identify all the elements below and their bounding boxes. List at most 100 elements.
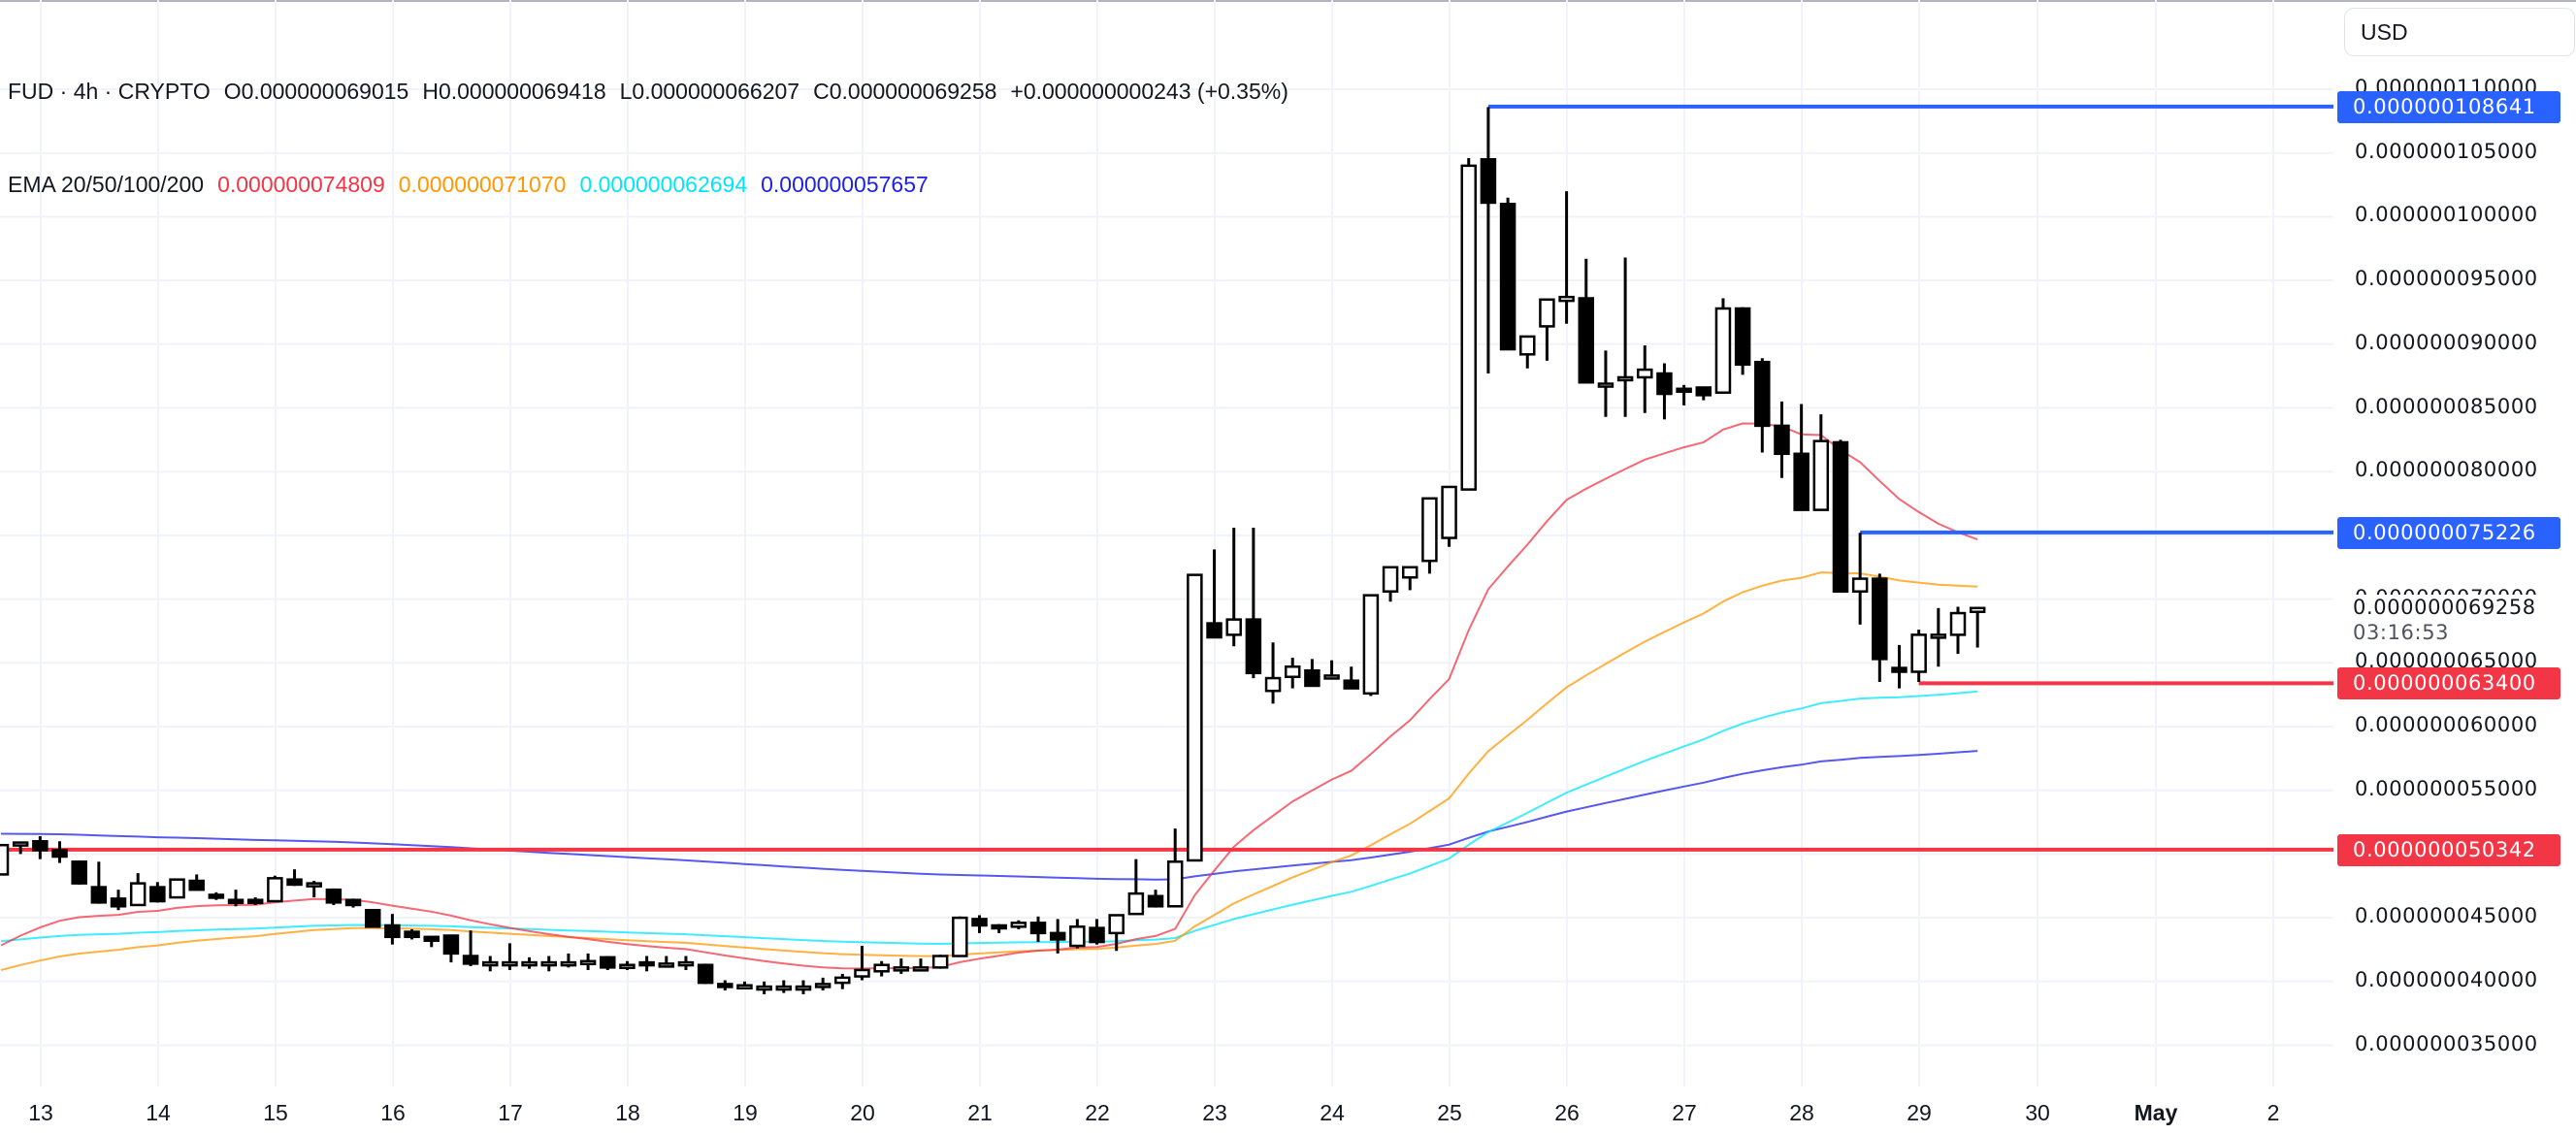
low-value: L0.000000066207 [619, 79, 800, 104]
candle-up [482, 960, 499, 967]
price-tick-label: 0.000000090000 [2355, 330, 2538, 354]
price-tick-label: 0.000000080000 [2355, 458, 2538, 482]
time-tick-label: 24 [1320, 1100, 1345, 1125]
resistance-high-price-tag: 0.000000108641 [2337, 90, 2560, 123]
price-tick-label: 0.000000085000 [2355, 394, 2538, 418]
candle-up [1264, 676, 1282, 693]
candle-up [619, 963, 636, 969]
candle-down [1774, 424, 1790, 456]
ema20-line [0, 422, 1978, 970]
candle-down [1578, 297, 1595, 384]
price-tick-label: 0.000000035000 [2355, 1031, 2538, 1055]
candle-up [736, 984, 753, 989]
candle-down [1245, 618, 1262, 675]
ema100-line [0, 690, 1978, 946]
time-tick-label: May [2134, 1100, 2178, 1125]
candle-down [1304, 668, 1321, 688]
price-tick-label: 0.000000100000 [2355, 203, 2538, 227]
candle-up [1714, 307, 1732, 394]
time-tick-label: 2 [2266, 1100, 2280, 1125]
candle-up [854, 968, 870, 978]
candle-up [1597, 382, 1614, 388]
candle-up [1539, 298, 1555, 328]
candle-down [1754, 360, 1771, 428]
candle-up [1108, 914, 1125, 935]
candle-up [579, 959, 597, 966]
candle-up [169, 878, 185, 899]
price-tick-label: 0.000000045000 [2355, 904, 2538, 928]
candle-up [952, 916, 968, 957]
candle-up [1930, 633, 1947, 639]
high-value: H0.000000069418 [422, 79, 606, 104]
candle-down [1676, 387, 1692, 394]
candle-down [1793, 452, 1810, 511]
support-low-price-tag: 0.000000063400 [2337, 667, 2560, 700]
candle-up [267, 877, 283, 903]
candle-up [540, 960, 558, 967]
time-tick-label: 26 [1554, 1100, 1580, 1125]
support-base-price-tag: 0.000000050342 [2337, 833, 2560, 866]
price-tick-label: 0.000000060000 [2355, 713, 2538, 736]
candle-down [90, 886, 108, 904]
candle-up [893, 966, 910, 972]
candle-down [188, 879, 205, 891]
time-tick-label: 17 [498, 1100, 523, 1125]
ema-row: EMA 20/50/100/200 0.000000074809 0.00000… [8, 169, 1288, 200]
candle-up [677, 960, 695, 967]
time-tick-label: 14 [146, 1100, 171, 1125]
candle-down [208, 893, 225, 899]
candle-up [1637, 368, 1653, 379]
candle-up [658, 962, 675, 968]
price-tick-label: 0.000000095000 [2355, 267, 2538, 291]
top-border [0, 0, 2576, 2]
candle-up [1362, 594, 1380, 696]
candle-down [1891, 666, 1908, 673]
candle-down [286, 878, 303, 887]
candle-up [1127, 891, 1145, 916]
candle-up [1187, 573, 1203, 862]
candle-up [775, 985, 793, 991]
candle-down [971, 918, 988, 927]
candle-up [0, 843, 10, 876]
candle-up [560, 960, 577, 967]
candle-up [912, 966, 929, 972]
candle-down [51, 849, 68, 859]
candle-up [1441, 485, 1457, 539]
candle-up [1284, 664, 1301, 679]
bar-countdown: 03:16:53 [2353, 621, 2450, 645]
candle-down [1872, 577, 1888, 661]
candle-down [697, 963, 714, 985]
candle-down [991, 923, 1007, 930]
ema100-value: 0.000000062694 [579, 172, 748, 197]
candle-up [756, 985, 772, 991]
candle-up [502, 960, 518, 967]
price-tick-label: 0.000000105000 [2355, 139, 2538, 163]
candle-up [1460, 164, 1477, 491]
candle-down [364, 908, 381, 928]
open-value: O0.000000069015 [223, 79, 409, 104]
candle-down [71, 860, 87, 885]
time-tick-label: 18 [615, 1100, 640, 1125]
price-tick-label: 0.000000040000 [2355, 967, 2538, 991]
candle-down [1089, 926, 1105, 944]
candle-down [384, 923, 401, 939]
time-tick-label: 27 [1672, 1100, 1697, 1125]
candle-down [1147, 894, 1164, 908]
candle-up [306, 882, 322, 888]
currency-selector[interactable]: USD [2344, 8, 2575, 56]
candle-up [12, 841, 29, 847]
chart-legend: FUD · 4h · CRYPTO O0.000000069015 H0.000… [8, 14, 1288, 231]
candle-down [1695, 386, 1712, 397]
last-price-label: 0.000000069258 03:16:53 [2337, 595, 2560, 646]
time-tick-label: 13 [28, 1100, 53, 1125]
candle-up [1969, 606, 1986, 613]
time-tick-label: 15 [263, 1100, 288, 1125]
candle-up [1910, 633, 1927, 673]
symbol-title[interactable]: FUD · 4h · CRYPTO [8, 79, 211, 104]
time-tick-label: 19 [733, 1100, 758, 1125]
candle-down [423, 935, 440, 943]
ema-label[interactable]: EMA 20/50/100/200 [8, 172, 205, 197]
time-tick-label: 21 [967, 1100, 993, 1125]
time-tick-label: 25 [1437, 1100, 1462, 1125]
